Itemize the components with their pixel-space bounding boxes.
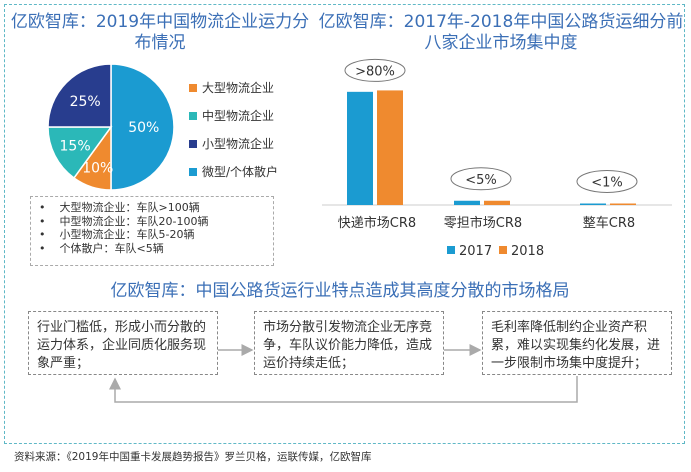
flow-step-2: 市场分散引发物流企业无序竞争，车队议价能力降低，造成运价持续走低； (254, 311, 444, 375)
flow-step-3: 毛利率降低制约企业资产积累，难以实现集约化发展，进一步限制市场集中度提升； (482, 311, 672, 375)
note-individual: 个体散户：车队<5辆 (39, 242, 273, 256)
flow-step-1: 行业门槛低，形成小而分散的运力体系，企业同质化服务现象严重； (28, 311, 218, 375)
source-note: 资料来源：《2019年中国重卡发展趋势报告》罗兰贝格，运联传媒，亿欧智库 (14, 451, 372, 463)
note-large: 大型物流企业：车队>100辆 (39, 201, 273, 215)
pie-chart-title: 亿欧智库：2019年中国物流企业运力分布情况 (10, 12, 310, 53)
flow-title: 亿欧智库：中国公路货运行业特点造成其高度分散的市场格局 (110, 281, 570, 301)
note-medium: 中型物流企业：车队20-100辆 (39, 215, 273, 229)
bar-chart-title: 亿欧智库：2017年-2018年中国公路货运细分前八家企业市场集中度 (318, 12, 684, 53)
note-small: 小型物流企业：车队5-20辆 (39, 228, 273, 242)
company-size-notes: 大型物流企业：车队>100辆 中型物流企业：车队20-100辆 小型物流企业：车… (30, 196, 274, 266)
content-frame (4, 4, 685, 444)
